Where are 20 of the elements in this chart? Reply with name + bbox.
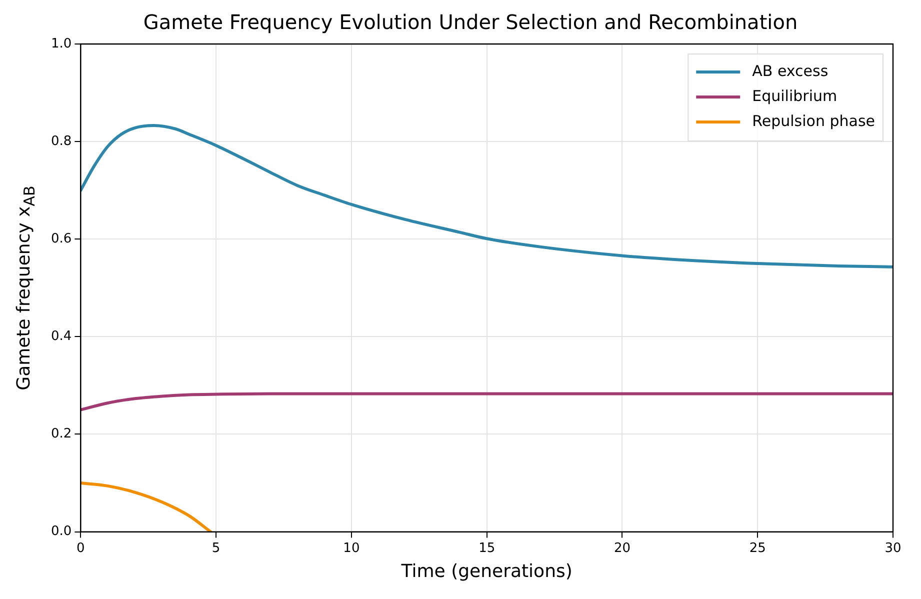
legend-label: AB excess	[752, 62, 828, 80]
x-tick-label: 25	[749, 540, 766, 556]
x-tick-label: 15	[478, 540, 496, 556]
y-tick-label: 0.2	[50, 426, 72, 442]
x-tick-label: 20	[614, 540, 630, 556]
legend-label: Repulsion phase	[752, 112, 876, 130]
y-tick-label: 0.8	[50, 134, 72, 149]
y-tick-label: 0.6	[50, 231, 72, 246]
y-tick-label: 1.0	[50, 36, 72, 52]
x-tick-label: 0	[76, 540, 85, 556]
x-tick-label: 30	[884, 540, 902, 556]
chart-title: Gamete Frequency Evolution Under Selection and Recombination	[143, 10, 798, 34]
legend-label: Equilibrium	[752, 86, 838, 105]
line-series	[80, 392, 893, 412]
y-tick-label: 0.4	[50, 329, 72, 344]
x-tick-label: 5	[212, 540, 220, 556]
y-tick-label: 0.0	[50, 524, 72, 540]
line-series	[80, 482, 212, 532]
x-tick-label: 10	[343, 540, 360, 556]
x-axis-title: Time (generations)	[400, 560, 572, 582]
